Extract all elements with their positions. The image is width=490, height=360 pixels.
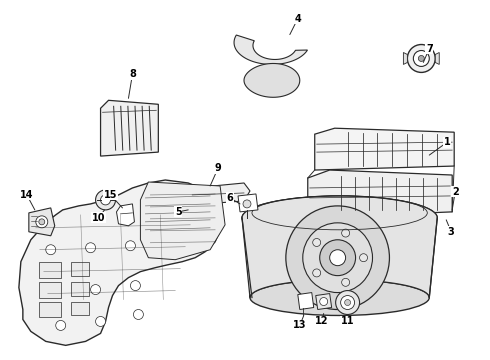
Circle shape	[342, 278, 350, 286]
Text: 4: 4	[294, 14, 301, 24]
Text: 13: 13	[293, 320, 307, 330]
Polygon shape	[315, 128, 454, 170]
Polygon shape	[298, 293, 314, 310]
Text: 8: 8	[129, 69, 136, 80]
Circle shape	[360, 254, 368, 262]
Circle shape	[414, 50, 429, 67]
Polygon shape	[242, 196, 437, 298]
Circle shape	[303, 223, 372, 293]
Circle shape	[341, 296, 355, 310]
Text: 7: 7	[426, 44, 433, 54]
Ellipse shape	[242, 196, 437, 240]
Circle shape	[96, 190, 116, 210]
Polygon shape	[100, 100, 158, 156]
Circle shape	[56, 320, 66, 330]
Circle shape	[313, 269, 320, 277]
Circle shape	[319, 240, 356, 276]
Bar	[71, 282, 89, 296]
Bar	[39, 262, 61, 278]
Circle shape	[344, 300, 350, 306]
Circle shape	[130, 280, 141, 291]
Circle shape	[39, 219, 45, 225]
Polygon shape	[238, 194, 258, 212]
Circle shape	[100, 195, 111, 205]
Circle shape	[407, 45, 435, 72]
Circle shape	[133, 310, 144, 319]
Bar	[71, 302, 89, 315]
Text: 1: 1	[444, 137, 451, 147]
Circle shape	[342, 229, 350, 237]
Polygon shape	[187, 183, 250, 205]
Polygon shape	[308, 170, 452, 218]
Circle shape	[125, 241, 135, 251]
Bar	[39, 302, 61, 318]
Polygon shape	[19, 180, 222, 345]
Circle shape	[243, 200, 251, 208]
Polygon shape	[316, 293, 332, 310]
Text: 14: 14	[20, 190, 34, 200]
Circle shape	[191, 204, 199, 212]
Polygon shape	[141, 182, 225, 260]
Circle shape	[313, 238, 320, 247]
Bar	[39, 282, 61, 298]
Circle shape	[336, 291, 360, 315]
Text: 12: 12	[315, 316, 328, 327]
Polygon shape	[186, 200, 204, 216]
Bar	[71, 262, 89, 276]
Text: 2: 2	[452, 187, 459, 197]
Polygon shape	[403, 53, 407, 64]
Polygon shape	[244, 63, 300, 97]
Polygon shape	[29, 208, 55, 236]
Text: 5: 5	[175, 207, 182, 217]
Text: 15: 15	[104, 190, 117, 200]
Text: 9: 9	[215, 163, 221, 173]
Text: 3: 3	[448, 227, 455, 237]
Circle shape	[96, 316, 105, 327]
Circle shape	[319, 298, 328, 306]
Polygon shape	[234, 35, 307, 64]
Circle shape	[91, 285, 100, 294]
Circle shape	[163, 237, 173, 247]
Text: 11: 11	[341, 316, 354, 327]
Polygon shape	[117, 204, 134, 226]
Ellipse shape	[250, 280, 429, 315]
Circle shape	[36, 216, 48, 228]
Circle shape	[51, 285, 61, 294]
Circle shape	[86, 243, 96, 253]
Text: 10: 10	[92, 213, 105, 223]
Circle shape	[286, 206, 390, 310]
Circle shape	[46, 245, 56, 255]
Text: 6: 6	[227, 193, 233, 203]
Circle shape	[330, 250, 345, 266]
Polygon shape	[435, 53, 439, 64]
Circle shape	[418, 55, 424, 62]
